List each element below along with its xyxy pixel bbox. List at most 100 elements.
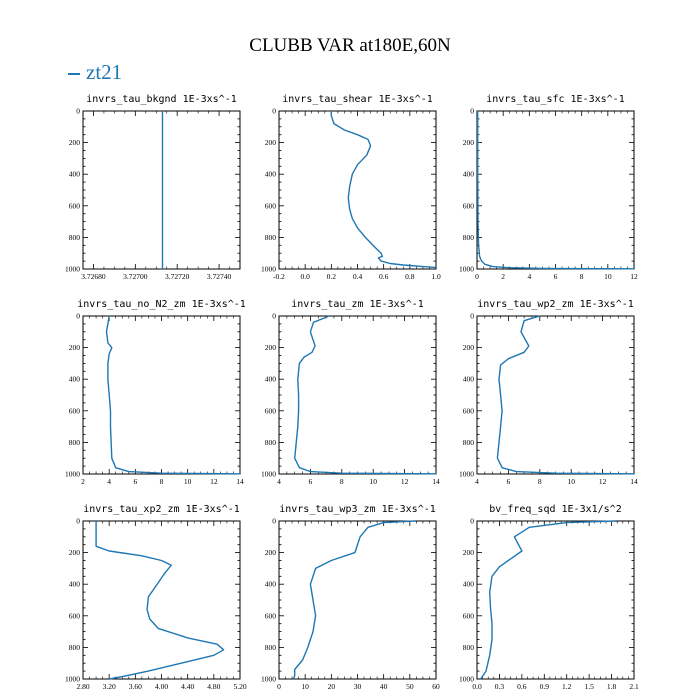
- x-tick-label: 1.5: [584, 682, 594, 691]
- y-tick-label: 1000: [65, 470, 80, 479]
- y-tick-label: 400: [69, 170, 81, 179]
- x-tick-label: 8: [160, 477, 164, 486]
- panel-4: invrs_tau_no_N2_zm 1E-3xs^-1 0 200 400 600 80…: [65, 299, 246, 486]
- y-tick-label: 1000: [261, 265, 276, 274]
- x-tick-label: 14: [630, 477, 638, 486]
- page-title: CLUBB VAR at180E,60N: [249, 35, 451, 56]
- y-tick-label: 200: [265, 343, 277, 352]
- x-tick-label: 0.8: [405, 272, 415, 281]
- series-line: [105, 315, 241, 475]
- panel-5: invrs_tau_zm 1E-3xs^-1 0 200 400 600 800 10004…: [261, 299, 440, 486]
- y-tick-label: 0: [470, 517, 474, 526]
- x-tick-label: 1.2: [562, 682, 572, 691]
- x-tick-label: 3.20: [103, 682, 116, 691]
- y-tick-label: 0: [272, 107, 276, 116]
- panel-title: invrs_tau_wp3_zm 1E-3xs^-1: [279, 504, 436, 515]
- y-tick-label: 800: [69, 233, 81, 242]
- x-tick-label: 10: [369, 477, 377, 486]
- x-tick-label: 12: [210, 477, 218, 486]
- x-tick-label: 2.80: [76, 682, 89, 691]
- panel-8: invrs_tau_wp3_zm 1E-3xs^-102004006008001…: [261, 504, 440, 691]
- x-tick-label: 10: [301, 682, 309, 691]
- series-line: [480, 520, 616, 680]
- x-tick-label: 8: [580, 272, 584, 281]
- legend-label: zt21: [86, 60, 123, 84]
- x-tick-label: 12: [401, 477, 409, 486]
- plot-frame: [278, 315, 437, 475]
- x-tick-label: 12: [599, 477, 607, 486]
- y-tick-label: 0: [272, 312, 276, 321]
- y-tick-label: 600: [265, 611, 277, 620]
- x-tick-label: 0.6: [517, 682, 527, 691]
- panel-title: invrs_tau_shear 1E-3xs^-1: [282, 94, 433, 105]
- panel-2: invrs_tau_shear 1E-3xs^-1 0 200 400 600 800 10…: [261, 94, 441, 281]
- panel-7: invrs_tau_xp2_zm 1E-3xs^-10 200 400 600 800 1…: [65, 504, 247, 691]
- panel-6: invrs_tau_wp2_zm 1E-3xs^-10 200 400 600 800 1…: [459, 299, 638, 486]
- legend-line-icon: [68, 73, 80, 76]
- y-tick-label: 200: [265, 548, 277, 557]
- x-tick-label: 40: [380, 682, 388, 691]
- y-tick-label: 1000: [459, 265, 474, 274]
- plot-frame: [476, 520, 635, 680]
- x-tick-label: 3.72680: [81, 272, 106, 281]
- x-tick-label: 50: [406, 682, 414, 691]
- x-tick-label: 4: [475, 477, 479, 486]
- y-tick-label: 1000: [459, 675, 474, 684]
- x-tick-label: 6: [554, 272, 558, 281]
- panel-title: invrs_tau_no_N2_zm 1E-3xs^-1: [77, 299, 246, 310]
- y-tick-label: 600: [69, 406, 81, 415]
- x-tick-label: 8: [340, 477, 344, 486]
- x-tick-label: 20: [328, 682, 336, 691]
- x-tick-label: 0.3: [495, 682, 505, 691]
- plot-frame: [82, 110, 241, 270]
- y-tick-label: 1000: [459, 470, 474, 479]
- y-tick-label: 800: [463, 233, 475, 242]
- plot-frame: [82, 520, 241, 680]
- y-tick-label: 400: [463, 375, 475, 384]
- y-tick-label: 0: [470, 107, 474, 116]
- x-tick-label: 0.4: [353, 272, 363, 281]
- y-tick-label: 400: [69, 580, 81, 589]
- x-tick-label: 0.2: [327, 272, 337, 281]
- x-tick-label: 8: [538, 477, 542, 486]
- legend: zt21: [68, 60, 122, 85]
- y-tick-label: 1000: [65, 265, 80, 274]
- y-tick-label: 600: [463, 611, 475, 620]
- y-tick-label: 1000: [261, 470, 276, 479]
- x-tick-label: 6: [309, 477, 313, 486]
- x-tick-label: 2.1: [629, 682, 639, 691]
- y-tick-label: 800: [265, 233, 277, 242]
- panel-title: bv_freq_sqd 1E-3x1/s^2: [489, 504, 621, 515]
- series-line: [95, 521, 225, 680]
- y-tick-label: 600: [463, 201, 475, 210]
- x-tick-label: 5.20: [233, 682, 246, 691]
- y-tick-label: 400: [265, 580, 277, 589]
- y-tick-label: 200: [265, 138, 277, 147]
- plot-frame: [476, 110, 635, 270]
- x-tick-label: 1.0: [431, 272, 441, 281]
- panel-1: invrs_tau_bkgnd 1E-3xs^-1 0 200 400 600 800 10…: [65, 94, 241, 281]
- x-tick-label: -0.2: [273, 272, 285, 281]
- y-tick-label: 800: [463, 643, 475, 652]
- panel-9: bv_freq_sqd 1E-3x1/s^2020040060080010000…: [459, 504, 639, 691]
- x-tick-label: 14: [236, 477, 244, 486]
- y-tick-label: 400: [265, 170, 277, 179]
- x-tick-label: 4.40: [181, 682, 194, 691]
- plot-frame: [82, 315, 241, 475]
- x-tick-label: 10: [604, 272, 612, 281]
- x-tick-label: 0.6: [379, 272, 389, 281]
- y-tick-label: 0: [76, 107, 80, 116]
- x-tick-label: 60: [432, 682, 440, 691]
- x-tick-label: 1.8: [607, 682, 617, 691]
- y-tick-label: 1000: [65, 675, 80, 684]
- y-tick-label: 200: [69, 138, 81, 147]
- y-tick-label: 400: [463, 170, 475, 179]
- series-line: [294, 315, 437, 475]
- y-tick-label: 800: [69, 438, 81, 447]
- y-tick-label: 600: [69, 201, 81, 210]
- y-tick-label: 200: [463, 343, 475, 352]
- x-tick-label: 3.72720: [165, 272, 190, 281]
- panel-title: invrs_tau_xp2_zm 1E-3xs^-1: [83, 504, 240, 515]
- y-tick-label: 1000: [261, 675, 276, 684]
